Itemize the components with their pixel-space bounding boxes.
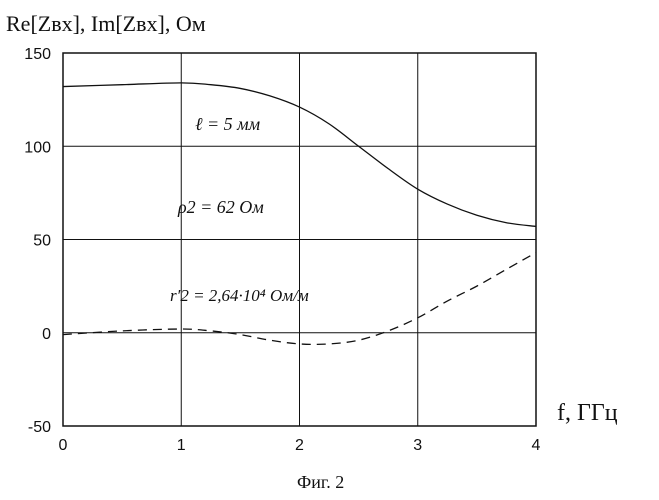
- plot-area: [63, 53, 536, 426]
- x-tick-label: 4: [532, 437, 541, 454]
- x-tick-label: 2: [295, 437, 304, 454]
- x-axis-title: f, ГГц: [557, 400, 618, 426]
- x-tick-label: 1: [177, 437, 186, 454]
- x-tick-label: 3: [413, 437, 422, 454]
- figure-caption: Фиг. 2: [297, 472, 344, 492]
- annotation-rho: ρ2 = 62 Ом: [177, 197, 264, 217]
- y-tick-label: 150: [24, 46, 51, 63]
- y-tick-label: -50: [28, 419, 51, 436]
- y-tick-label: 100: [24, 139, 51, 156]
- annotation-length: ℓ = 5 мм: [195, 114, 261, 134]
- annotation-resistance: r′2 = 2,64·10⁴ Ом/м: [170, 286, 309, 305]
- y-axis-title: Re[Zвх], Im[Zвх], Ом: [6, 11, 206, 36]
- y-tick-labels: 150 100 50 0 -50: [24, 46, 51, 436]
- x-tick-labels: 0 1 2 3 4: [59, 437, 541, 454]
- y-tick-label: 50: [33, 233, 51, 250]
- x-tick-label: 0: [59, 437, 68, 454]
- y-tick-label: 0: [42, 326, 51, 343]
- grid: [63, 53, 536, 426]
